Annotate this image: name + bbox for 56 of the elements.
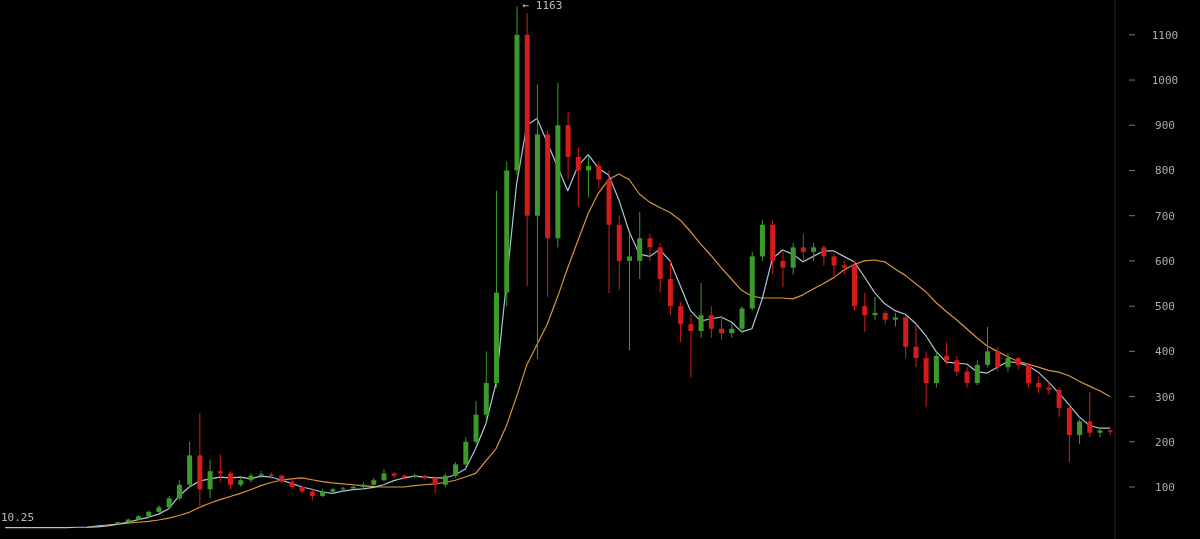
line-series xyxy=(4,117,1111,529)
line-series xyxy=(86,173,1111,528)
candlestick xyxy=(872,296,878,321)
candlestick xyxy=(708,305,714,339)
candlestick xyxy=(688,314,694,378)
candlestick xyxy=(831,253,837,280)
candlestick xyxy=(115,520,121,526)
y-tick-label: 900 xyxy=(1155,119,1175,133)
candlestick xyxy=(974,359,980,386)
y-tick-label: 600 xyxy=(1155,254,1175,268)
y-tick-label: 300 xyxy=(1155,390,1175,404)
candlestick xyxy=(1005,352,1011,373)
candlestick xyxy=(698,282,704,339)
candlestick xyxy=(995,346,1001,373)
candlestick xyxy=(422,474,428,481)
y-tick-label: 800 xyxy=(1155,164,1175,178)
candlestick xyxy=(790,242,796,275)
candlestick xyxy=(575,147,581,208)
y-tick-label: 1100 xyxy=(1151,28,1179,42)
candlestick xyxy=(1097,427,1103,438)
candlestick xyxy=(596,160,602,190)
candlestick xyxy=(913,323,919,368)
candlestick xyxy=(637,211,643,280)
y-tick-label: 700 xyxy=(1155,209,1175,223)
candlestick xyxy=(1077,418,1083,445)
candlestick xyxy=(647,233,653,262)
candlestick xyxy=(954,355,960,377)
candlestick xyxy=(821,244,827,266)
candlestick xyxy=(228,470,234,490)
y-tick-label: 100 xyxy=(1155,481,1175,494)
candlestick xyxy=(1046,380,1052,395)
annotation: 10.25 xyxy=(0,510,36,525)
y-tick-label: 500 xyxy=(1155,300,1175,314)
candlestick xyxy=(862,292,868,333)
candlestick xyxy=(985,326,991,368)
candlestick xyxy=(780,251,786,288)
candlestick xyxy=(381,468,387,483)
candlestick xyxy=(340,486,346,493)
annotation: ← 1163 xyxy=(521,0,564,14)
y-tick-label: 1000 xyxy=(1151,74,1179,88)
candlestick xyxy=(626,233,632,351)
candlestick xyxy=(739,305,745,334)
candlestick xyxy=(1025,362,1031,389)
y-tick-label: 400 xyxy=(1155,345,1175,359)
candlestick xyxy=(1087,391,1093,438)
candlestick xyxy=(800,233,806,262)
y-tick-label: 200 xyxy=(1155,435,1175,449)
candlestick xyxy=(678,301,684,343)
candlestick xyxy=(432,475,438,494)
candlestick xyxy=(217,453,223,483)
candlestick xyxy=(176,479,182,502)
candlestick xyxy=(207,459,213,499)
candlestick xyxy=(964,366,970,389)
candlestick xyxy=(1056,387,1062,418)
candlestick xyxy=(811,242,817,262)
candlestick xyxy=(463,436,469,468)
